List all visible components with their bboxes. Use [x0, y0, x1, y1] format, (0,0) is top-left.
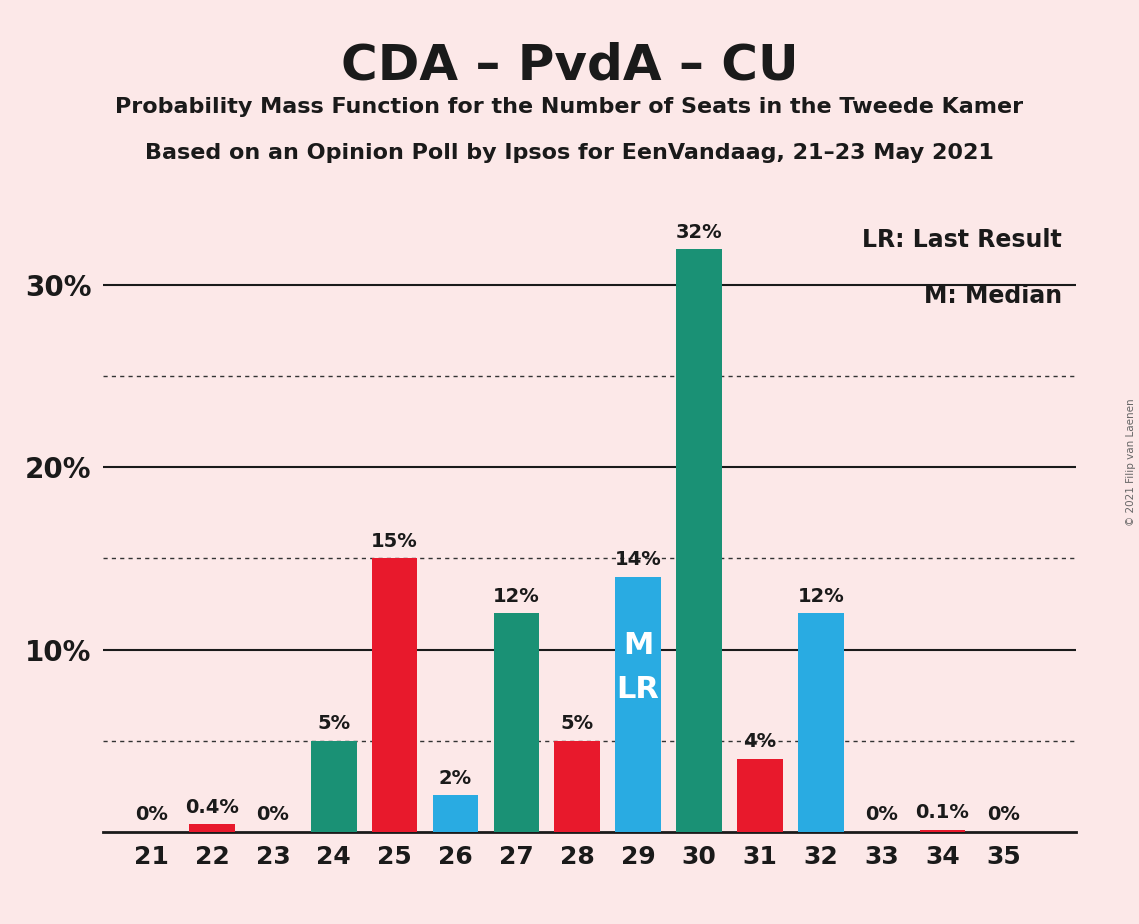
Text: 5%: 5% [560, 714, 593, 734]
Bar [433, 796, 478, 832]
Text: 0.1%: 0.1% [916, 804, 969, 822]
Bar [737, 759, 782, 832]
Text: 0%: 0% [256, 806, 289, 824]
Text: 2%: 2% [439, 769, 472, 788]
Bar [555, 740, 600, 832]
Text: 15%: 15% [371, 532, 418, 552]
Text: 0%: 0% [986, 806, 1019, 824]
Bar [311, 740, 357, 832]
Bar [615, 577, 661, 832]
Text: 12%: 12% [797, 587, 844, 606]
Bar [189, 824, 235, 832]
Text: 32%: 32% [675, 223, 722, 242]
Text: M: M [623, 631, 654, 661]
Text: 12%: 12% [493, 587, 540, 606]
Text: Probability Mass Function for the Number of Seats in the Tweede Kamer: Probability Mass Function for the Number… [115, 97, 1024, 117]
Bar [919, 830, 965, 832]
Text: 0%: 0% [134, 806, 167, 824]
Text: 0.4%: 0.4% [186, 798, 239, 817]
Text: © 2021 Filip van Laenen: © 2021 Filip van Laenen [1126, 398, 1136, 526]
Bar [371, 558, 418, 832]
Bar [493, 614, 539, 832]
Text: 5%: 5% [318, 714, 351, 734]
Text: LR: Last Result: LR: Last Result [862, 228, 1062, 252]
Text: 0%: 0% [866, 806, 898, 824]
Text: LR: LR [616, 675, 659, 704]
Text: CDA – PvdA – CU: CDA – PvdA – CU [341, 42, 798, 90]
Text: 4%: 4% [744, 733, 777, 751]
Text: M: Median: M: Median [924, 284, 1062, 308]
Bar [798, 614, 844, 832]
Bar [677, 249, 722, 832]
Text: Based on an Opinion Poll by Ipsos for EenVandaag, 21–23 May 2021: Based on an Opinion Poll by Ipsos for Ee… [145, 143, 994, 164]
Text: 14%: 14% [615, 551, 662, 569]
